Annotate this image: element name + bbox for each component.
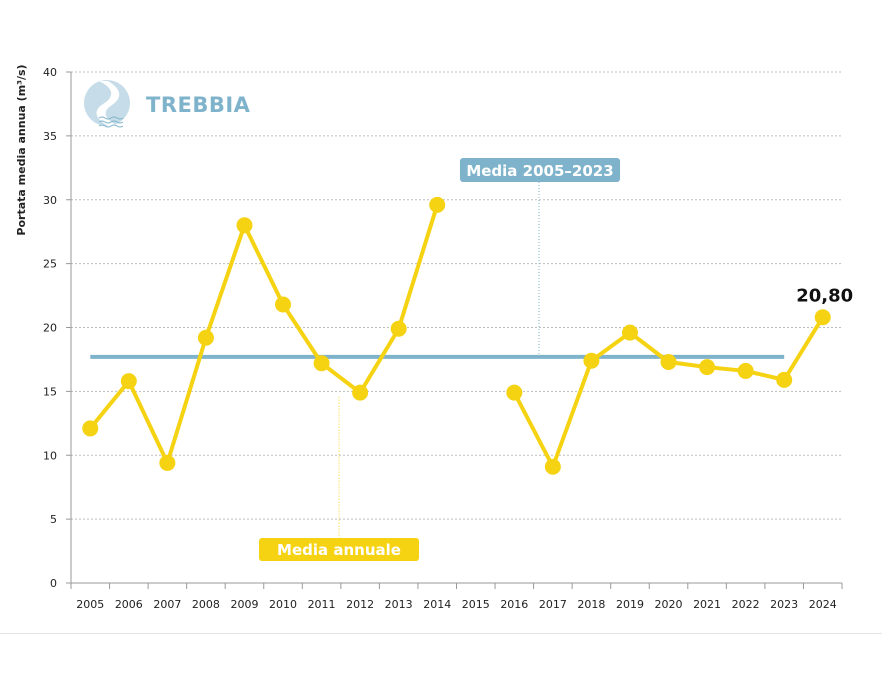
data-point-2013: [390, 320, 407, 337]
y-tick-label: 10: [43, 449, 57, 462]
x-tick-label: 2018: [577, 598, 605, 611]
y-tick-label: 15: [43, 385, 57, 398]
x-tick-label: 2021: [693, 598, 721, 611]
mean-legend-badge: [460, 158, 620, 182]
axes: 0 5 10 15 20 25 30 35 40 2005 2006 2007 2008 2009 2010…: [43, 66, 843, 611]
x-tick-label: 2009: [230, 598, 258, 611]
chart-title: TREBBIA: [146, 93, 251, 117]
y-tick-label: 5: [50, 513, 57, 526]
y-tick-label: 35: [43, 130, 57, 143]
data-point-2023: [776, 371, 793, 388]
data-point-2020: [660, 353, 677, 370]
y-tick-label: 25: [43, 258, 57, 271]
x-tick-label: 2020: [655, 598, 683, 611]
x-tick-label: 2006: [115, 598, 143, 611]
x-tick-label: 2010: [269, 598, 297, 611]
data-point-2022: [737, 362, 754, 379]
data-point-2021: [699, 359, 716, 376]
data-point-2011: [313, 355, 330, 372]
data-point-2006: [120, 373, 137, 390]
river-wave-icon: [96, 81, 120, 126]
data-point-2005: [82, 420, 99, 437]
x-tick-label: 2017: [539, 598, 567, 611]
data-point-2016: [506, 384, 523, 401]
x-tick-label: 2024: [809, 598, 837, 611]
y-tick-label: 30: [43, 194, 57, 207]
x-tick-label: 2014: [423, 598, 451, 611]
x-tick-label: 2015: [462, 598, 490, 611]
x-tick-label: 2011: [308, 598, 336, 611]
value-label-2024: 20,80: [796, 285, 853, 306]
footer-divider: [0, 633, 882, 634]
x-tick-label: 2007: [153, 598, 181, 611]
annual-legend-badge: [259, 538, 419, 561]
y-tick-label: 40: [43, 66, 57, 79]
series-line: [88, 204, 440, 465]
annual-legend-label: Media annuale: [277, 541, 401, 559]
x-tick-label: 2008: [192, 598, 220, 611]
data-point-2007: [159, 454, 176, 471]
data-point-2017: [544, 458, 561, 475]
data-point-2018: [583, 352, 600, 369]
water-icon: [98, 116, 124, 128]
x-tick-label: 2023: [770, 598, 798, 611]
data-point-2014: [429, 196, 446, 213]
data-point-2019: [621, 324, 638, 341]
data-point-2024: [814, 309, 831, 326]
data-point-2010: [275, 296, 292, 313]
x-tick-label: 2019: [616, 598, 644, 611]
x-tick-label: 2016: [500, 598, 528, 611]
x-tick-label: 2013: [385, 598, 413, 611]
data-point-2012: [352, 384, 369, 401]
grid-lines: [71, 71, 842, 520]
y-tick-label: 20: [43, 322, 57, 335]
y-tick-label: 0: [50, 577, 57, 590]
x-tick-label: 2022: [732, 598, 760, 611]
river-logo: TREBBIA: [84, 80, 251, 128]
data-point-2009: [236, 217, 253, 234]
x-tick-label: 2012: [346, 598, 374, 611]
x-tick-label: 2005: [76, 598, 104, 611]
y-axis-title: Portata media annua (m³/s): [15, 64, 28, 235]
mean-legend-label: Media 2005–2023: [466, 162, 613, 180]
series-line: [512, 316, 825, 469]
data-point-2008: [197, 329, 214, 346]
